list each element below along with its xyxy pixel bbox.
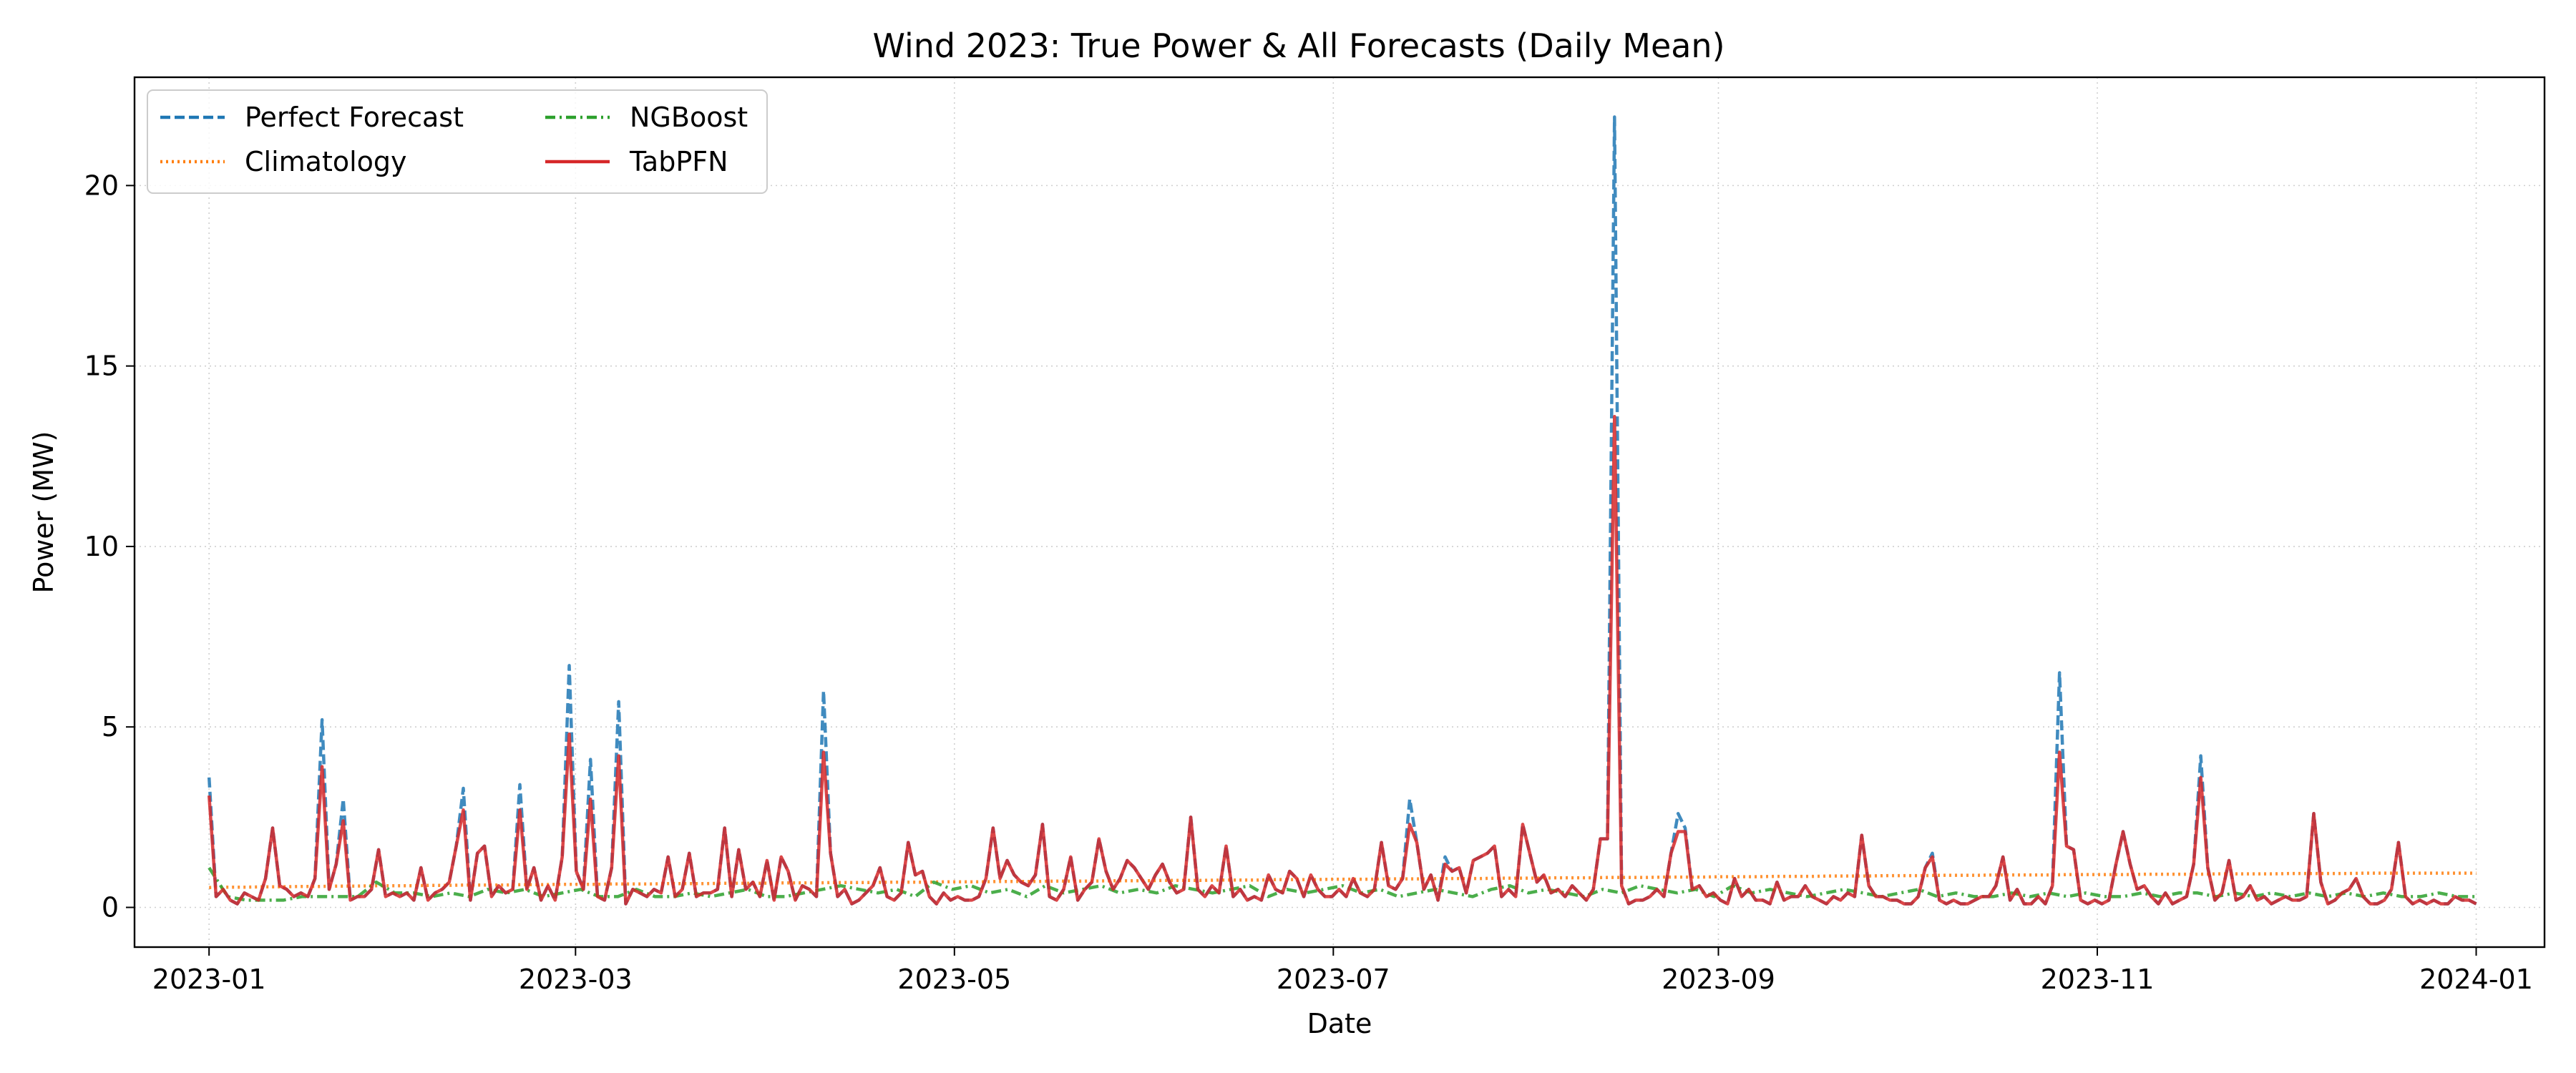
legend-label: TabPFN: [629, 146, 728, 177]
series-line-1: [209, 871, 2477, 889]
y-tick-label: 20: [84, 170, 119, 201]
plot-frame: [133, 76, 2546, 949]
y-tick-label: 15: [84, 351, 119, 382]
legend-box: [147, 89, 768, 194]
x-tick-label: 2023-03: [519, 964, 633, 995]
x-tick-label: 2023-11: [2041, 964, 2155, 995]
series-line-3: [207, 415, 2477, 906]
series-line-2: [208, 866, 2477, 902]
x-tick-label: 2023-07: [1277, 964, 1390, 995]
x-tick-label: 2024-01: [2419, 964, 2533, 995]
y-tick-label: 10: [84, 531, 119, 562]
legend: Perfect Forecast Climatology NGBoost TabPFN: [147, 89, 768, 194]
series-layer: [207, 115, 2477, 906]
x-tick-label: 2023-01: [152, 964, 266, 995]
x-tick-label: 2023-09: [1662, 964, 1775, 995]
x-tick-label: 2023-05: [897, 964, 1011, 995]
legend-label: NGBoost: [630, 102, 748, 133]
y-tick-label: 5: [102, 711, 119, 743]
chart-title: Wind 2023: True Power & All Forecasts (D…: [872, 26, 1724, 65]
y-axis-label: Power (MW): [28, 431, 59, 594]
y-axis: 0 5 10 15 20: [84, 170, 135, 923]
legend-label: Perfect Forecast: [245, 102, 464, 133]
x-axis-label: Date: [1307, 1008, 1372, 1039]
y-tick-label: 0: [102, 891, 119, 923]
x-axis: 2023-01 2023-03 2023-05 2023-07 2023-09 2023-…: [152, 947, 2533, 995]
legend-label: Climatology: [245, 146, 407, 177]
